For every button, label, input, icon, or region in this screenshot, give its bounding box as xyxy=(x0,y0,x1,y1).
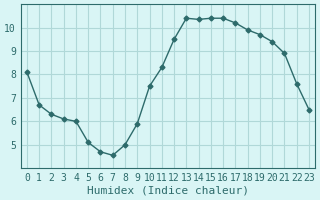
X-axis label: Humidex (Indice chaleur): Humidex (Indice chaleur) xyxy=(87,186,249,196)
